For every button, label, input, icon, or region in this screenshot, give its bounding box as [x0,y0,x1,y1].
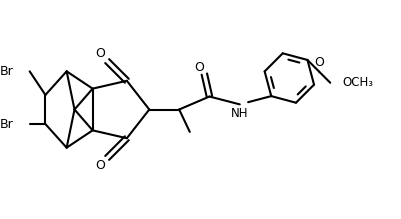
Text: OCH₃: OCH₃ [342,76,373,89]
Text: O: O [95,47,105,60]
Text: Br: Br [0,65,14,78]
Text: O: O [95,159,105,172]
Text: NH: NH [231,107,249,120]
Text: O: O [314,57,324,69]
Text: O: O [195,61,205,74]
Text: Br: Br [0,118,14,131]
